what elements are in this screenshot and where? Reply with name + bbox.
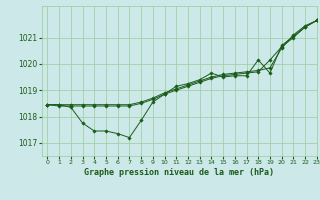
X-axis label: Graphe pression niveau de la mer (hPa): Graphe pression niveau de la mer (hPa) (84, 168, 274, 177)
